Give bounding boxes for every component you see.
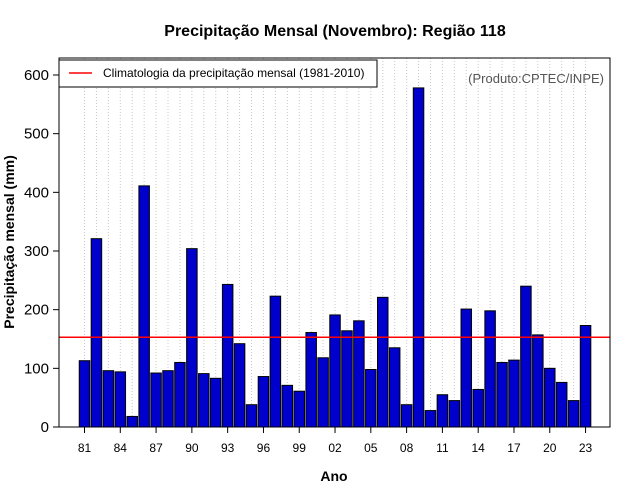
bar-98	[281, 384, 294, 428]
x-tick-label: 90	[185, 441, 199, 455]
bars	[78, 87, 592, 428]
bar-07	[388, 347, 401, 428]
bar-86	[138, 185, 150, 428]
x-tick-label: 96	[257, 441, 271, 455]
x-tick-label: 14	[472, 441, 486, 455]
bar-03	[341, 330, 353, 428]
bar-12	[448, 400, 461, 428]
bar-11	[436, 394, 449, 428]
bar-14	[472, 388, 484, 428]
bar-95	[245, 404, 258, 428]
x-tick-label: 08	[400, 441, 414, 455]
bar-97	[269, 295, 282, 428]
bar-83	[102, 370, 115, 428]
bar-88	[162, 370, 174, 428]
x-tick-label: 05	[364, 441, 378, 455]
x-tick-label: 87	[149, 441, 163, 455]
bar-09	[412, 87, 425, 428]
legend-label: Climatologia da precipitação mensal (198…	[103, 66, 364, 80]
bar-16	[496, 361, 508, 428]
x-tick-label: 02	[328, 441, 342, 455]
bar-05	[365, 369, 377, 428]
source-note: (Produto:CPTEC/INPE)	[468, 71, 604, 86]
bar-94	[233, 343, 246, 428]
bar-84	[114, 371, 127, 428]
y-tick-label: 0	[41, 419, 49, 436]
bar-20	[544, 367, 556, 428]
y-tick-label: 300	[24, 243, 49, 260]
bar-01	[317, 357, 329, 428]
bar-00	[305, 332, 317, 428]
bar-96	[257, 376, 270, 428]
x-axis-label: Ano	[320, 468, 347, 484]
x-tick-label: 99	[293, 441, 307, 455]
y-axis: 0 100 200 300 400 500 600	[24, 67, 60, 436]
x-tick-label: 20	[543, 441, 557, 455]
bar-82	[90, 238, 103, 428]
chart-title: Precipitação Mensal (Novembro): Região 1…	[164, 23, 506, 40]
bar-10	[424, 410, 437, 428]
bar-85	[126, 415, 138, 428]
bar-81	[78, 360, 91, 428]
x-tick-label: 81	[78, 441, 92, 455]
x-tick-label: 11	[436, 441, 449, 455]
bar-06	[377, 296, 389, 428]
y-tick-label: 500	[24, 126, 49, 143]
y-axis-label: Precipitação mensal (mm)	[1, 155, 17, 329]
legend-box	[58, 59, 378, 88]
bar-08	[400, 404, 413, 428]
y-tick-label: 400	[24, 184, 49, 201]
x-tick-label: 17	[507, 441, 521, 455]
bar-17	[508, 359, 520, 428]
y-tick-label: 200	[24, 302, 49, 319]
bar-23	[579, 325, 592, 428]
bar-93	[221, 283, 234, 428]
bar-92	[209, 377, 222, 428]
bar-22	[567, 400, 580, 428]
x-tick-label: 23	[579, 441, 593, 455]
x-tick-label: 84	[114, 441, 128, 455]
bar-02	[329, 314, 341, 428]
bar-15	[484, 310, 496, 428]
bar-13	[460, 308, 473, 428]
y-tick-label: 100	[24, 360, 49, 377]
x-axis: 81 84 87 90 93 96 99 02 05 08 11 14 17 20 23	[78, 426, 593, 455]
bar-87	[150, 372, 162, 428]
bar-91	[198, 373, 210, 428]
x-tick-label: 93	[221, 441, 235, 455]
bar-19	[532, 334, 544, 428]
bar-18	[520, 285, 532, 428]
bar-99	[293, 390, 305, 428]
y-tick-label: 600	[24, 67, 49, 84]
legend: Climatologia da precipitação mensal (198…	[58, 59, 378, 88]
bar-89	[174, 361, 186, 428]
bar-21	[555, 381, 568, 428]
